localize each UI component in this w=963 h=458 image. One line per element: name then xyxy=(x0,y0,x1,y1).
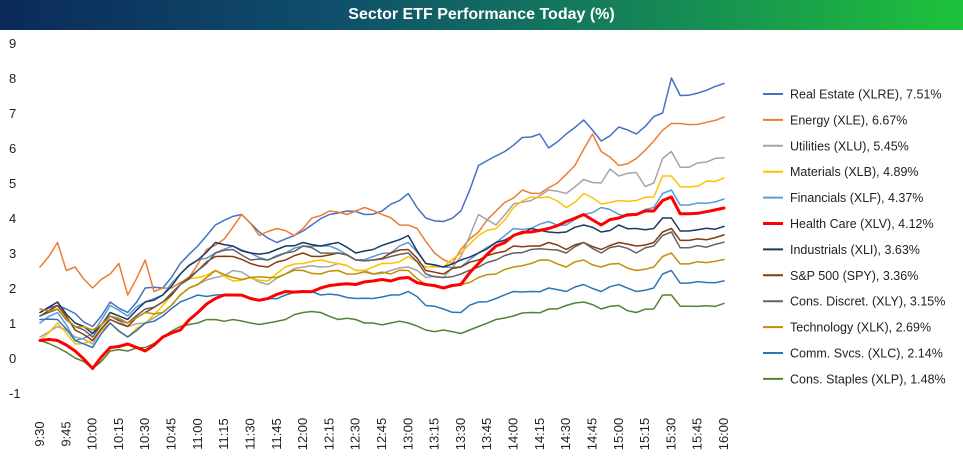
y-tick-label: 5 xyxy=(9,176,16,191)
x-tick-label: 12:45 xyxy=(374,418,389,451)
legend-label: Comm. Svcs. (XLC), 2.14% xyxy=(790,347,943,361)
series-line xyxy=(39,175,725,345)
x-tick-label: 10:45 xyxy=(164,418,179,451)
title-bar xyxy=(0,0,963,30)
series-line xyxy=(39,189,725,342)
y-tick-label: -1 xyxy=(9,386,21,401)
y-tick-label: 0 xyxy=(9,351,16,366)
x-tick-label: 14:15 xyxy=(532,418,547,451)
x-tick-label: 13:30 xyxy=(453,418,468,451)
series-line xyxy=(38,195,726,370)
series-line xyxy=(39,252,725,331)
x-tick-label: 15:30 xyxy=(663,418,678,451)
x-tick-label: 11:45 xyxy=(269,418,284,450)
y-tick-label: 8 xyxy=(9,71,16,86)
series-line xyxy=(39,77,725,328)
x-tick-label: 10:00 xyxy=(85,418,100,451)
x-tick-label: 15:45 xyxy=(690,418,705,451)
y-tick-label: 6 xyxy=(9,141,16,156)
x-axis: 9:30 9:45 10:00 10:15 10:30 10:45 11:00 11:15 11… xyxy=(32,418,731,451)
x-tick-label: 10:30 xyxy=(137,418,152,451)
x-tick-label: 14:00 xyxy=(506,418,521,451)
legend-label: Real Estate (XLRE), 7.51% xyxy=(790,88,941,102)
y-tick-label: 9 xyxy=(9,36,16,51)
series-line xyxy=(39,269,725,349)
y-tick-label: 3 xyxy=(9,246,16,261)
y-tick-label: 4 xyxy=(9,211,16,226)
x-tick-label: 9:30 xyxy=(32,421,47,446)
legend-label: Industrials (XLI), 3.63% xyxy=(790,243,920,257)
legend-label: Financials (XLF), 4.37% xyxy=(790,191,923,205)
y-tick-label: 7 xyxy=(9,106,16,121)
legend-label: Health Care (XLV), 4.12% xyxy=(790,217,934,231)
series-line xyxy=(39,231,725,338)
x-tick-label: 14:45 xyxy=(584,418,599,451)
x-tick-label: 10:15 xyxy=(111,418,126,451)
legend-label: Cons. Discret. (XLY), 3.15% xyxy=(790,295,945,309)
series-line xyxy=(39,217,725,335)
x-tick-label: 12:00 xyxy=(295,418,310,451)
y-tick-label: 2 xyxy=(9,281,16,296)
x-tick-label: 12:15 xyxy=(321,418,336,451)
x-tick-label: 16:00 xyxy=(716,418,731,451)
chart-title: Sector ETF Performance Today (%) xyxy=(348,6,615,23)
series-line xyxy=(39,294,725,370)
x-tick-label: 15:00 xyxy=(611,418,626,451)
y-tick-label: 1 xyxy=(9,316,16,331)
x-tick-label: 11:00 xyxy=(190,418,205,450)
x-tick-label: 11:15 xyxy=(216,418,231,450)
x-tick-label: 14:30 xyxy=(558,418,573,451)
legend-label: Materials (XLB), 4.89% xyxy=(790,165,919,179)
legend-label: Energy (XLE), 6.67% xyxy=(790,113,907,127)
legend-label: Utilities (XLU), 5.45% xyxy=(790,139,909,153)
x-tick-label: 13:15 xyxy=(427,418,442,451)
x-tick-label: 15:15 xyxy=(637,418,652,451)
legend: Real Estate (XLRE), 7.51% Energy (XLE), 6… xyxy=(763,88,946,386)
x-tick-label: 12:30 xyxy=(348,418,363,451)
legend-label: Cons. Staples (XLP), 1.48% xyxy=(790,372,946,386)
x-tick-label: 9:45 xyxy=(58,421,73,446)
x-tick-label: 13:45 xyxy=(479,418,494,451)
series-line xyxy=(39,116,725,296)
legend-label: S&P 500 (SPY), 3.36% xyxy=(790,269,918,283)
series-line xyxy=(39,150,725,345)
x-tick-label: 11:30 xyxy=(242,418,257,450)
series-lines xyxy=(38,77,726,370)
legend-label: Technology (XLK), 2.69% xyxy=(790,321,931,335)
y-axis: -1 0 1 2 3 4 5 6 7 8 9 xyxy=(9,36,21,401)
x-tick-label: 13:00 xyxy=(400,418,415,451)
